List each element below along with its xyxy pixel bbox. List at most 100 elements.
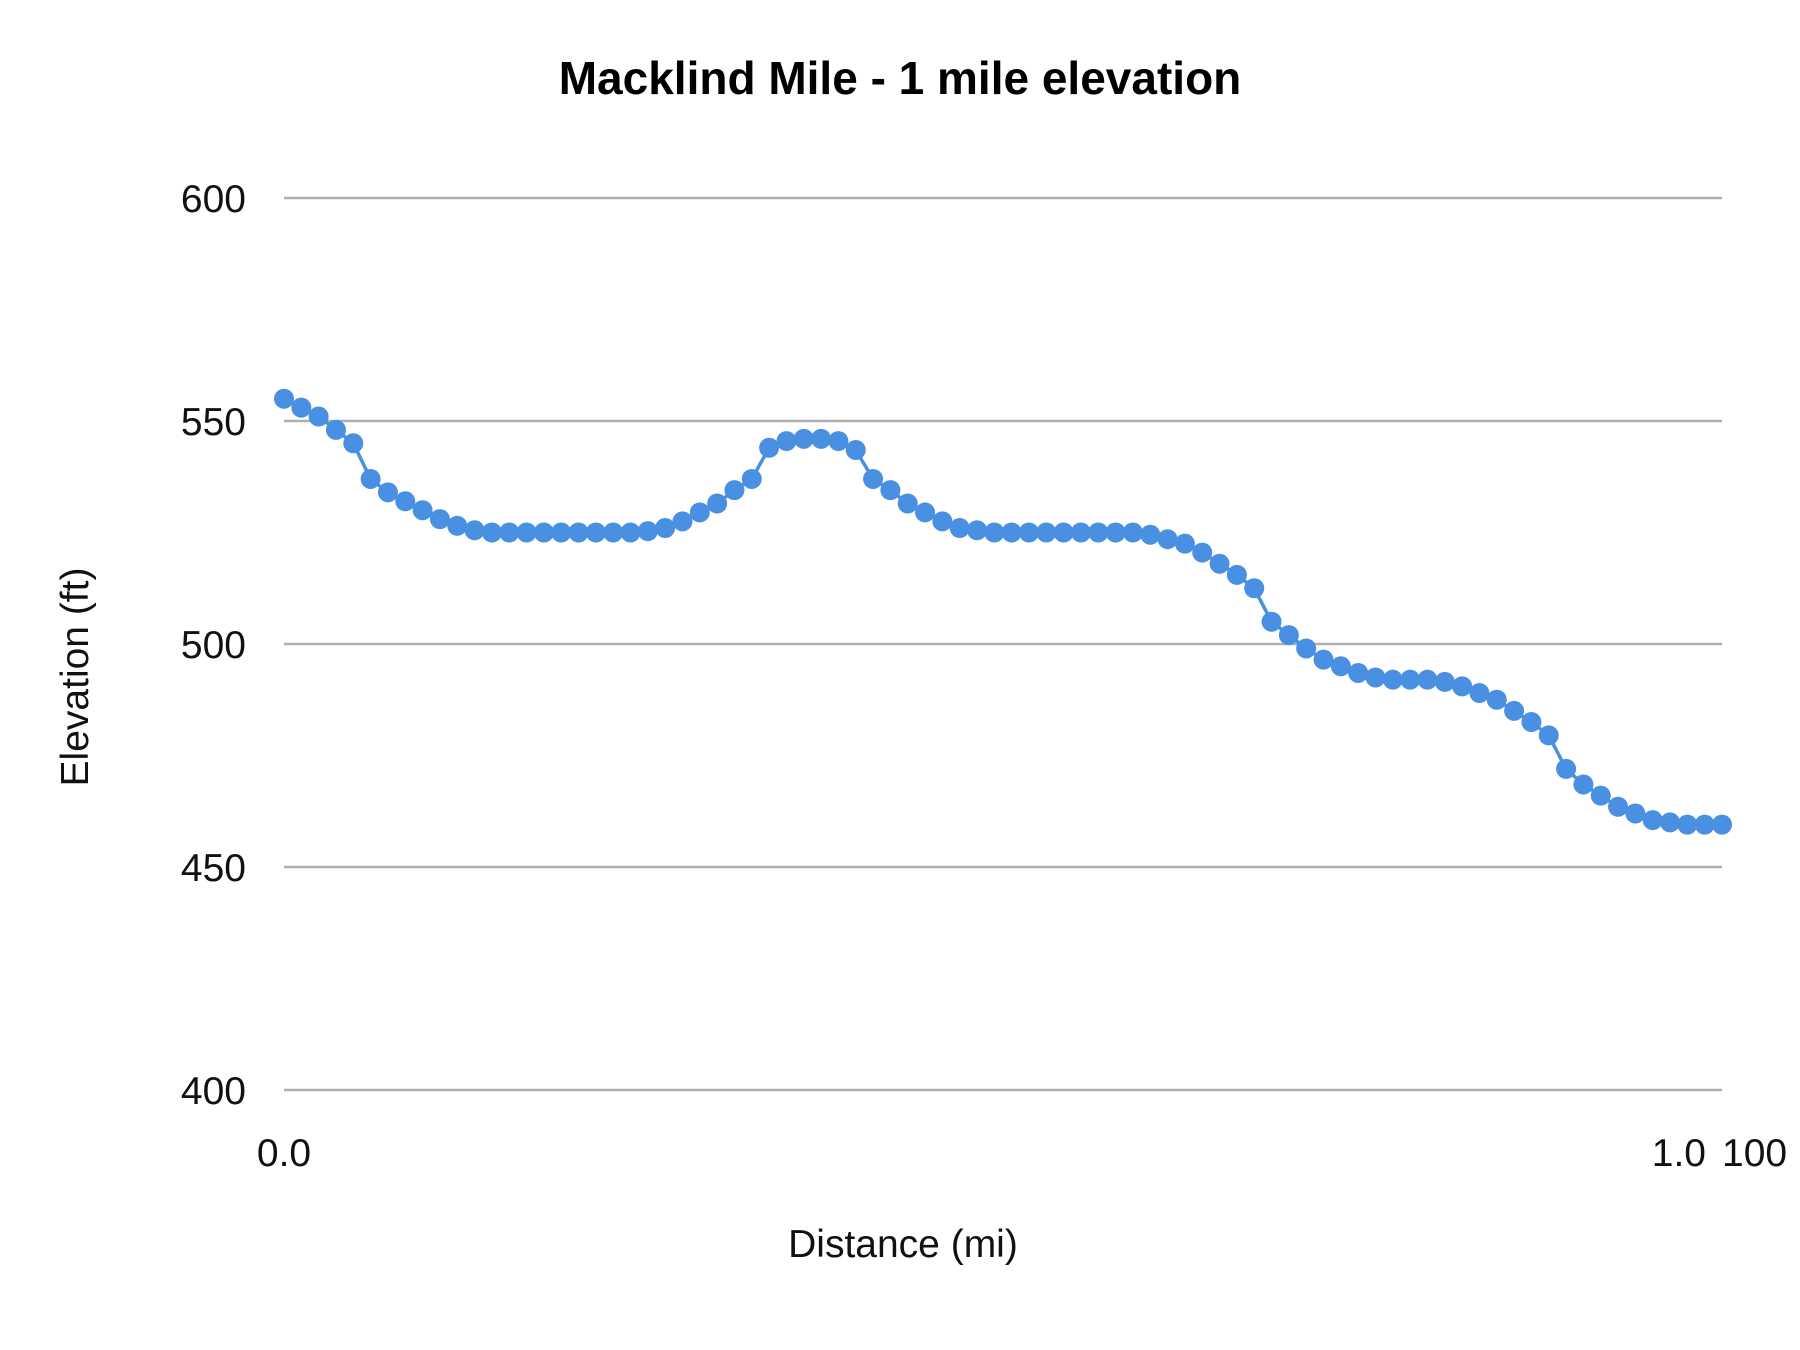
- x-tick-label-end: 1.0: [1652, 1132, 1706, 1175]
- data-point-43: [1018, 522, 1039, 543]
- data-point-47: [1088, 522, 1109, 543]
- data-point-67: [1434, 671, 1455, 692]
- data-point-25: [707, 493, 728, 514]
- data-point-3: [325, 419, 346, 440]
- data-point-50: [1140, 524, 1161, 545]
- data-point-63: [1365, 667, 1386, 688]
- data-point-8: [412, 500, 433, 521]
- data-point-64: [1382, 669, 1403, 690]
- y-axis-label: Elevation (ft): [54, 568, 97, 787]
- data-point-17: [568, 522, 589, 543]
- data-point-59: [1296, 638, 1317, 659]
- data-point-66: [1417, 669, 1438, 690]
- data-point-78: [1625, 803, 1646, 824]
- y-tick-label-400: 400: [181, 1070, 246, 1113]
- data-point-69: [1469, 683, 1490, 704]
- y-tick-label-600: 600: [181, 178, 246, 221]
- data-point-16: [551, 522, 572, 543]
- data-point-0: [274, 388, 294, 409]
- data-point-38: [932, 511, 953, 532]
- data-point-24: [689, 502, 710, 523]
- data-point-1: [291, 397, 312, 418]
- data-point-54: [1209, 553, 1230, 574]
- data-point-9: [429, 509, 450, 530]
- data-point-57: [1261, 611, 1282, 632]
- data-point-42: [1001, 522, 1022, 543]
- data-point-33: [845, 439, 866, 460]
- data-point-4: [343, 433, 364, 454]
- data-point-15: [533, 522, 554, 543]
- data-point-22: [655, 518, 676, 539]
- data-point-79: [1642, 810, 1663, 831]
- data-point-65: [1400, 669, 1421, 690]
- x-tick-label-end-second: 100: [1722, 1132, 1787, 1175]
- data-point-56: [1244, 578, 1265, 599]
- data-point-37: [915, 502, 936, 523]
- data-point-21: [637, 521, 658, 542]
- data-point-10: [447, 515, 468, 536]
- data-point-40: [967, 520, 988, 541]
- data-point-46: [1070, 522, 1091, 543]
- data-point-2: [308, 406, 329, 427]
- gridlines: [284, 196, 1722, 1092]
- series-line: [283, 397, 1722, 827]
- data-point-61: [1330, 656, 1351, 677]
- data-point-35: [880, 480, 901, 501]
- data-point-41: [984, 522, 1005, 543]
- data-point-71: [1504, 700, 1525, 721]
- data-point-73: [1538, 725, 1559, 746]
- data-point-26: [724, 480, 745, 501]
- x-axis-label: Distance (mi): [788, 1223, 1018, 1266]
- data-point-60: [1313, 649, 1334, 670]
- chart-title: Macklind Mile - 1 mile elevation: [559, 52, 1242, 104]
- y-tick-label-450: 450: [181, 847, 246, 890]
- data-point-75: [1573, 774, 1594, 795]
- data-point-45: [1053, 522, 1074, 543]
- data-point-29: [776, 431, 797, 452]
- data-point-68: [1452, 676, 1473, 697]
- data-point-7: [395, 491, 416, 512]
- data-point-83: [1712, 814, 1732, 835]
- data-point-82: [1694, 814, 1715, 835]
- data-point-44: [1036, 522, 1057, 543]
- data-point-28: [759, 437, 780, 458]
- data-point-39: [949, 518, 970, 539]
- data-point-19: [603, 522, 624, 543]
- data-point-18: [585, 522, 606, 543]
- data-point-51: [1157, 529, 1178, 550]
- data-point-11: [464, 520, 485, 541]
- data-point-34: [863, 468, 884, 489]
- y-tick-label-500: 500: [181, 624, 246, 667]
- data-point-30: [793, 428, 814, 449]
- data-point-80: [1660, 812, 1681, 833]
- data-point-53: [1192, 542, 1213, 563]
- y-tick-labels: 400 450 500 550 600: [181, 178, 246, 1113]
- y-tick-label-550: 550: [181, 401, 246, 444]
- data-point-31: [811, 428, 832, 449]
- data-point-36: [897, 493, 918, 514]
- data-point-72: [1521, 712, 1542, 733]
- data-point-12: [481, 522, 502, 543]
- data-point-70: [1486, 689, 1507, 710]
- series-points: [274, 388, 1732, 835]
- data-point-76: [1590, 785, 1611, 806]
- data-point-27: [741, 468, 762, 489]
- data-point-55: [1226, 564, 1247, 585]
- data-point-13: [499, 522, 520, 543]
- x-tick-label-start: 0.0: [257, 1132, 311, 1175]
- data-point-81: [1677, 814, 1698, 835]
- data-point-14: [516, 522, 537, 543]
- data-point-6: [377, 482, 398, 503]
- data-point-20: [620, 522, 641, 543]
- data-point-32: [828, 431, 849, 452]
- data-point-23: [672, 511, 693, 532]
- data-point-62: [1348, 662, 1369, 683]
- data-point-77: [1608, 796, 1629, 817]
- data-point-5: [360, 468, 381, 489]
- data-point-58: [1278, 625, 1299, 646]
- data-point-52: [1174, 533, 1195, 554]
- data-point-74: [1556, 758, 1577, 779]
- data-point-48: [1105, 522, 1126, 543]
- data-point-49: [1122, 522, 1143, 543]
